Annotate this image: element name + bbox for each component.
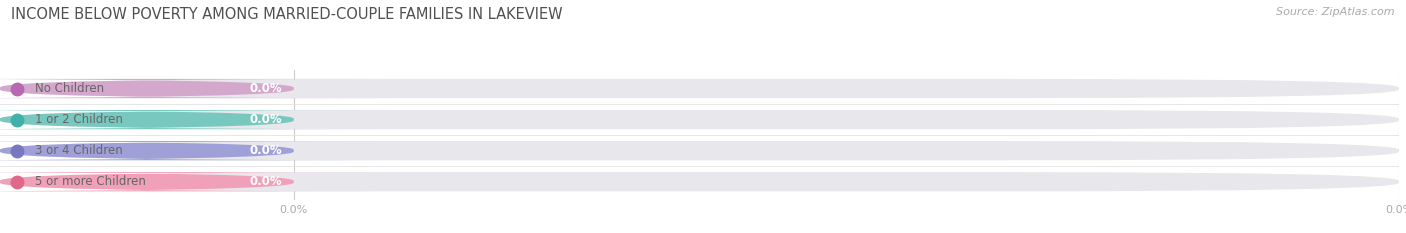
- FancyBboxPatch shape: [0, 110, 391, 129]
- FancyBboxPatch shape: [0, 141, 391, 160]
- Text: 0.0%: 0.0%: [250, 175, 283, 188]
- FancyBboxPatch shape: [0, 79, 1399, 98]
- Text: No Children: No Children: [35, 82, 104, 95]
- FancyBboxPatch shape: [0, 79, 391, 98]
- Text: 0.0%: 0.0%: [250, 144, 283, 157]
- Text: 3 or 4 Children: 3 or 4 Children: [35, 144, 122, 157]
- FancyBboxPatch shape: [0, 172, 1399, 191]
- Text: Source: ZipAtlas.com: Source: ZipAtlas.com: [1277, 7, 1395, 17]
- Text: INCOME BELOW POVERTY AMONG MARRIED-COUPLE FAMILIES IN LAKEVIEW: INCOME BELOW POVERTY AMONG MARRIED-COUPL…: [11, 7, 562, 22]
- Text: 1 or 2 Children: 1 or 2 Children: [35, 113, 122, 126]
- FancyBboxPatch shape: [0, 172, 391, 191]
- FancyBboxPatch shape: [0, 110, 1399, 129]
- Text: 0.0%: 0.0%: [250, 82, 283, 95]
- Text: 5 or more Children: 5 or more Children: [35, 175, 146, 188]
- FancyBboxPatch shape: [0, 141, 1399, 160]
- Text: 0.0%: 0.0%: [250, 113, 283, 126]
